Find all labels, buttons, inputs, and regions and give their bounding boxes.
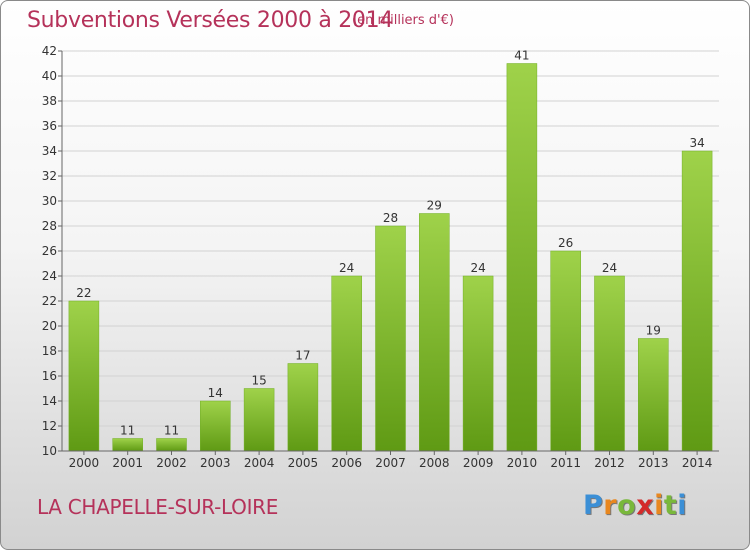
y-tick-label: 12: [42, 419, 57, 433]
logo-letter: i: [654, 490, 664, 521]
x-tick-label: 2000: [69, 456, 100, 470]
logo-letter: r: [603, 490, 618, 521]
logo-letter: x: [636, 490, 655, 521]
bar-2010: [506, 63, 538, 452]
y-axis: 10 12 14 16 18 20 22 24 26 28 30 32 34 36 38 40 42: [42, 44, 63, 458]
y-tick-label: 32: [42, 169, 57, 183]
y-tick-label: 22: [42, 294, 57, 308]
bar-2006: [331, 275, 362, 452]
value-labels: 22 11 11 14 15 17 24 28 29 24 41 26 24 19 34: [76, 49, 704, 438]
x-tick-label: 2011: [550, 456, 581, 470]
x-tick-label: 2003: [200, 456, 231, 470]
value-label: 41: [514, 49, 529, 63]
bar-2009: [462, 275, 494, 452]
x-tick-label: 2008: [419, 456, 450, 470]
chart-title: Subventions Versées 2000 à 2014: [27, 8, 394, 33]
bar-2005: [287, 363, 319, 452]
y-tick-label: 42: [42, 44, 57, 58]
value-label: 11: [164, 424, 179, 438]
bar-2008: [419, 213, 450, 452]
proxiti-logo: Proxiti: [583, 490, 687, 521]
x-tick-label: 2009: [463, 456, 494, 470]
x-tick-label: 2004: [244, 456, 275, 470]
bar-2014: [681, 150, 713, 452]
x-tick-label: 2005: [288, 456, 319, 470]
y-tick-label: 20: [42, 319, 57, 333]
x-tick-label: 2013: [638, 456, 669, 470]
bar-2000: [68, 300, 100, 452]
x-tick-label: 2001: [112, 456, 143, 470]
value-label: 34: [689, 136, 704, 150]
bar-2011: [550, 250, 581, 452]
y-tick-label: 30: [42, 194, 57, 208]
y-tick-label: 18: [42, 344, 57, 358]
bars: [68, 63, 713, 452]
logo-letter: o: [617, 490, 637, 521]
y-tick-label: 40: [42, 69, 57, 83]
y-tick-label: 38: [42, 94, 57, 108]
value-label: 14: [208, 386, 223, 400]
value-label: 11: [120, 424, 135, 438]
x-tick-label: 2012: [594, 456, 625, 470]
bar-2002: [156, 438, 187, 452]
value-label: 22: [76, 286, 91, 300]
logo-letter: i: [677, 490, 688, 521]
y-tick-label: 24: [42, 269, 57, 283]
x-tick-label: 2006: [331, 456, 362, 470]
value-label: 17: [295, 349, 310, 363]
place-name: LA CHAPELLE-SUR-LOIRE: [37, 495, 279, 519]
value-label: 19: [646, 324, 661, 338]
y-tick-label: 16: [42, 369, 57, 383]
bar-2012: [594, 275, 625, 452]
value-label: 15: [251, 374, 266, 388]
y-tick-label: 34: [42, 144, 57, 158]
logo-letter: P: [583, 490, 604, 521]
x-axis: 2000 2001 2002 2003 2004 2005 2006 2007 2008 2009…: [62, 450, 719, 470]
x-tick-label: 2010: [507, 456, 538, 470]
y-tick-label: 36: [42, 119, 57, 133]
bar-2001: [112, 438, 143, 452]
logo-letter: t: [663, 490, 678, 521]
chart-unit: (en milliers d'€): [352, 13, 454, 28]
value-label: 28: [383, 211, 398, 225]
value-label: 24: [602, 261, 617, 275]
x-tick-label: 2014: [682, 456, 713, 470]
y-tick-label: 28: [42, 219, 57, 233]
x-tick-label: 2007: [375, 456, 406, 470]
value-label: 24: [470, 261, 485, 275]
y-tick-label: 10: [42, 444, 57, 458]
bar-2003: [200, 400, 231, 452]
bar-2007: [375, 225, 406, 452]
y-tick-label: 14: [42, 394, 57, 408]
value-label: 29: [427, 199, 442, 213]
value-label: 26: [558, 236, 573, 250]
y-tick-label: 26: [42, 244, 57, 258]
bar-2013: [638, 338, 669, 452]
value-label: 24: [339, 261, 354, 275]
bar-2004: [243, 388, 275, 452]
x-tick-label: 2002: [156, 456, 187, 470]
